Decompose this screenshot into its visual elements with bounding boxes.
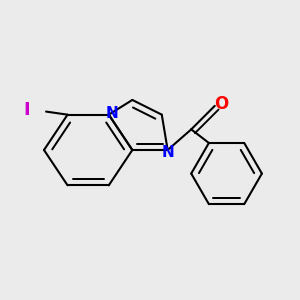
Text: I: I [23,101,30,119]
Text: N: N [161,146,174,160]
Text: O: O [214,95,228,113]
Text: N: N [105,106,118,121]
